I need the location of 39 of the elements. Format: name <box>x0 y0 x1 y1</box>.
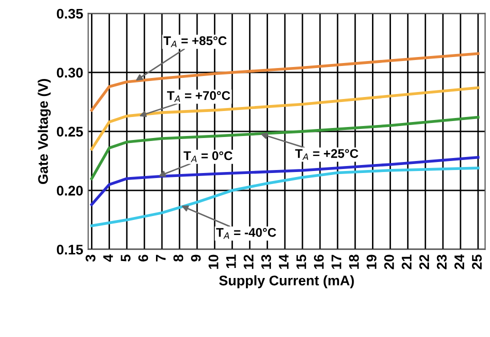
y-tick-label: 0.30 <box>56 68 83 78</box>
x-axis-title: Supply Current (mA) <box>219 275 354 288</box>
line-series <box>90 52 480 112</box>
x-tick-label: 16 <box>314 254 324 269</box>
y-axis-title: Gate Voltage (V) <box>38 78 51 184</box>
y-tick-label: 0.15 <box>56 244 83 255</box>
x-tick-label: 12 <box>244 254 254 269</box>
x-tick-label: 5 <box>120 254 131 262</box>
x-tick-label: 22 <box>419 254 429 270</box>
annotation: T$_{A}$ = 0°C <box>184 151 232 162</box>
x-tick-label: 9 <box>190 254 201 262</box>
x-tick-label: 25 <box>472 254 482 270</box>
annotation: T$_{A}$ = +25°C <box>295 149 358 160</box>
x-tick-label: 15 <box>296 254 306 269</box>
annotation: T$_{A}$ = +70°C <box>167 91 230 102</box>
line-series <box>90 166 480 228</box>
line-series <box>90 86 480 151</box>
x-tick-label: 19 <box>366 254 376 269</box>
x-tick-label: 4 <box>103 254 113 262</box>
x-tick-label: 17 <box>332 254 342 269</box>
x-tick-label: 14 <box>278 254 288 269</box>
x-tick-label: 13 <box>261 254 272 269</box>
x-tick-label: 8 <box>173 254 184 262</box>
x-tick-label: 10 <box>208 254 218 269</box>
x-tick-label: 24 <box>454 254 464 270</box>
x-tick-label: 20 <box>384 254 394 270</box>
x-tick-label: 23 <box>436 254 447 270</box>
y-tick-label: 0.20 <box>56 186 83 196</box>
y-tick-label: 0.25 <box>56 126 83 137</box>
x-tick-label: 18 <box>349 254 359 269</box>
y-tick-label: 0.35 <box>56 8 83 19</box>
x-tick-label: 11 <box>226 254 236 268</box>
line-series <box>90 116 480 180</box>
annotation: T$_{A}$ = -40°C <box>216 228 276 239</box>
x-tick-label: 6 <box>138 254 148 262</box>
annotation: T$_{A}$ = +85°C <box>164 36 227 48</box>
x-tick-label: 3 <box>86 254 96 262</box>
x-tick-label: 21 <box>402 254 412 270</box>
x-tick-label: 7 <box>156 254 166 262</box>
